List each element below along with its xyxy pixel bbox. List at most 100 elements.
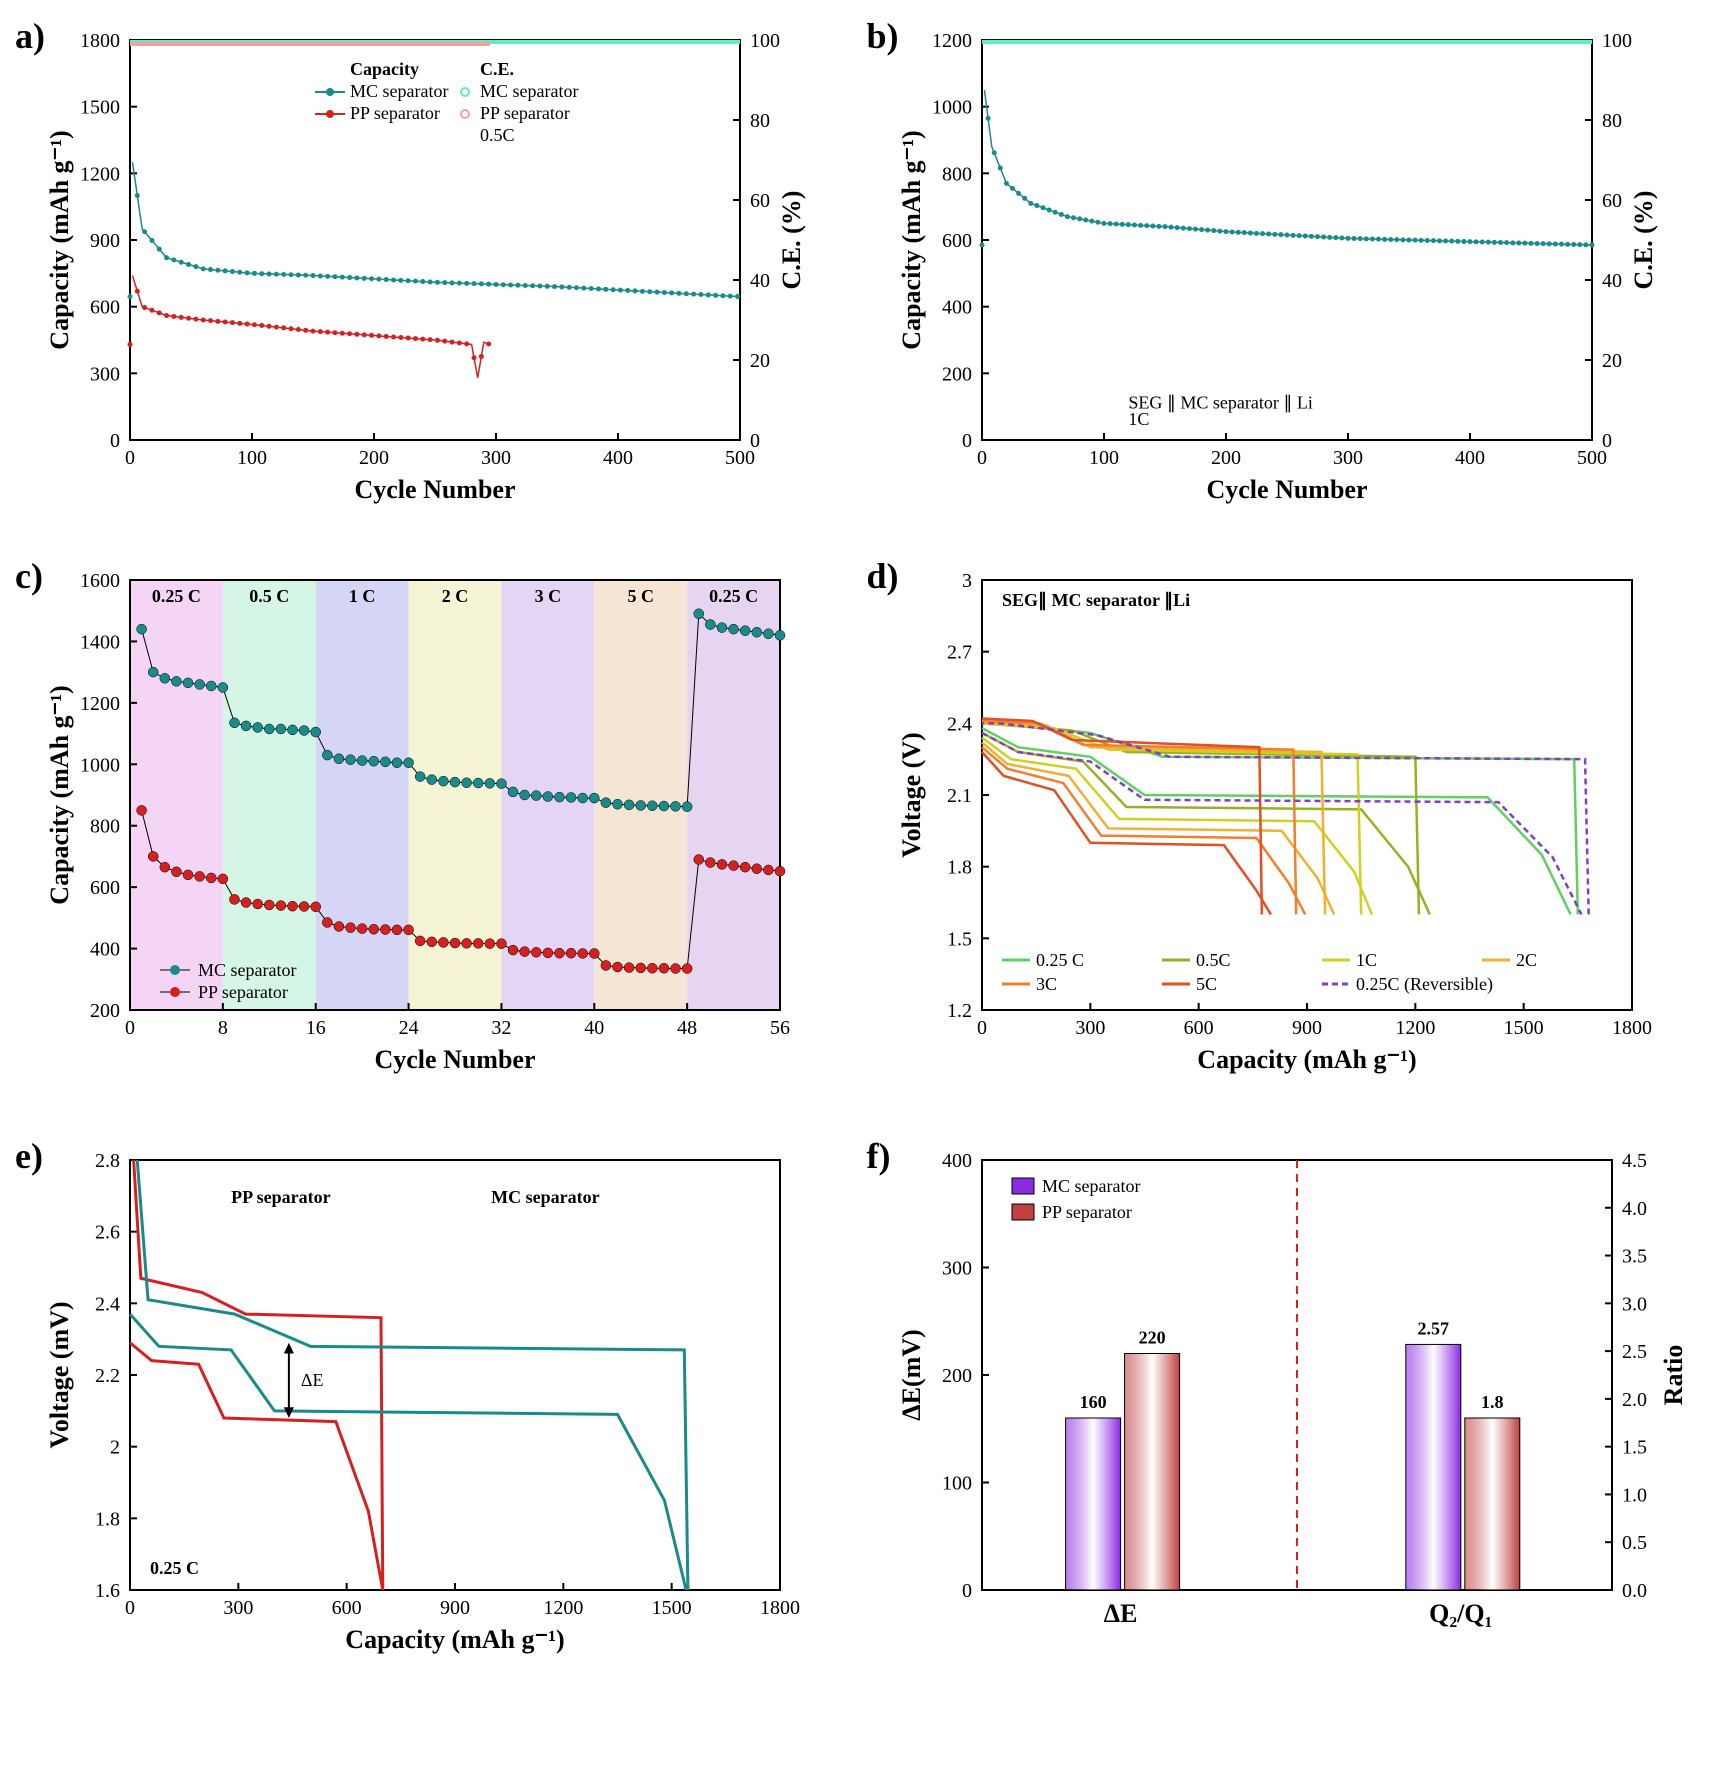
chart-a: 0100200300400500030060090012001500180002… [20,20,840,520]
svg-text:Cycle Number: Cycle Number [354,475,515,504]
svg-text:3 C: 3 C [535,586,562,606]
svg-text:100: 100 [1602,30,1632,52]
svg-text:2.6: 2.6 [95,1222,120,1244]
svg-text:48: 48 [677,1017,697,1039]
svg-text:0.5C: 0.5C [480,125,515,145]
svg-text:Capacity (mAh g⁻¹): Capacity (mAh g⁻¹) [897,130,926,349]
svg-text:300: 300 [481,447,511,469]
svg-text:2.2: 2.2 [95,1365,120,1387]
svg-text:1200: 1200 [543,1597,583,1619]
svg-text:20: 20 [1602,350,1622,372]
svg-text:400: 400 [942,297,972,319]
svg-text:0: 0 [977,1017,987,1039]
svg-text:ΔE(mV): ΔE(mV) [897,1329,926,1420]
svg-text:PP separator: PP separator [1042,1202,1132,1222]
svg-text:1.6: 1.6 [95,1580,120,1602]
svg-text:900: 900 [440,1597,470,1619]
svg-text:MC separator: MC separator [480,81,578,101]
svg-text:60: 60 [1602,190,1622,212]
svg-text:100: 100 [237,447,267,469]
panel-c-label: c) [15,555,43,597]
svg-text:1500: 1500 [1503,1017,1543,1039]
svg-text:4.0: 4.0 [1622,1198,1647,1220]
svg-text:1.8: 1.8 [1481,1392,1504,1412]
svg-text:Voltage (mV): Voltage (mV) [45,1301,74,1448]
svg-text:0.25 C: 0.25 C [709,586,758,606]
svg-text:0: 0 [750,430,760,452]
svg-text:C.E. (%): C.E. (%) [1629,191,1658,290]
svg-text:1600: 1600 [80,570,120,592]
svg-text:1200: 1200 [80,693,120,715]
svg-text:1000: 1000 [932,97,972,119]
svg-text:800: 800 [942,163,972,185]
svg-text:2.1: 2.1 [947,785,972,807]
svg-text:1500: 1500 [652,1597,692,1619]
svg-text:2C: 2C [1516,950,1537,970]
svg-text:0: 0 [962,430,972,452]
svg-text:C.E. (%): C.E. (%) [777,191,806,290]
svg-text:300: 300 [1075,1017,1105,1039]
svg-text:1800: 1800 [760,1597,800,1619]
svg-text:MC separator: MC separator [491,1187,599,1207]
chart-e: 03006009001200150018001.61.822.22.42.62.… [20,1140,840,1680]
svg-text:900: 900 [90,230,120,252]
svg-text:PP separator: PP separator [198,982,288,1002]
svg-text:300: 300 [942,1258,972,1280]
svg-text:ΔE: ΔE [301,1370,324,1390]
svg-text:1800: 1800 [80,30,120,52]
svg-text:0: 0 [962,1580,972,1602]
svg-text:1 C: 1 C [349,586,376,606]
svg-text:1000: 1000 [80,754,120,776]
chart-b: 0100200300400500020040060080010001200020… [872,20,1692,520]
svg-text:100: 100 [942,1473,972,1495]
svg-text:1200: 1200 [932,30,972,52]
chart-c: 0.25 C0.5 C1 C2 C3 C5 C0.25 C08162432404… [20,560,840,1100]
figure-grid: a) 0100200300400500030060090012001500180… [0,0,1713,1700]
svg-text:2 C: 2 C [442,586,469,606]
svg-text:2.4: 2.4 [947,713,972,735]
svg-text:0: 0 [977,447,987,469]
svg-text:2: 2 [110,1437,120,1459]
svg-text:Capacity (mAh g⁻¹): Capacity (mAh g⁻¹) [45,130,74,349]
panel-e: e) 03006009001200150018001.61.822.22.42.… [20,1140,842,1680]
svg-text:1500: 1500 [80,97,120,119]
svg-text:800: 800 [90,816,120,838]
svg-text:0.5 C: 0.5 C [249,586,289,606]
svg-text:MC separator: MC separator [1042,1176,1140,1196]
svg-text:400: 400 [90,939,120,961]
svg-text:2.57: 2.57 [1417,1318,1449,1338]
svg-text:100: 100 [1089,447,1119,469]
svg-text:600: 600 [90,877,120,899]
svg-text:80: 80 [750,110,770,132]
svg-text:8: 8 [218,1017,228,1039]
svg-text:5C: 5C [1196,974,1217,994]
svg-text:1C: 1C [1356,950,1377,970]
svg-text:C.E.: C.E. [480,59,514,79]
chart-d: 03006009001200150018001.21.51.82.12.42.7… [872,560,1692,1100]
svg-text:400: 400 [603,447,633,469]
panel-b-label: b) [867,15,899,57]
svg-text:0.25 C: 0.25 C [1036,950,1084,970]
svg-text:1C: 1C [1128,409,1149,429]
svg-text:200: 200 [90,1000,120,1022]
svg-text:20: 20 [750,350,770,372]
svg-text:0.25 C: 0.25 C [150,1558,199,1578]
svg-text:0.25C (Reversible): 0.25C (Reversible) [1356,974,1493,995]
svg-text:Cycle Number: Cycle Number [1206,475,1367,504]
svg-text:1200: 1200 [80,163,120,185]
svg-text:0.5C: 0.5C [1196,950,1231,970]
svg-text:1.8: 1.8 [947,857,972,879]
svg-text:MC separator: MC separator [350,81,448,101]
svg-text:Q₂/Q₁: Q₂/Q₁ [1429,1599,1492,1628]
svg-text:1.5: 1.5 [1622,1437,1647,1459]
svg-text:200: 200 [942,363,972,385]
svg-text:1.5: 1.5 [947,928,972,950]
svg-text:Ratio: Ratio [1659,1345,1688,1406]
svg-text:160: 160 [1079,1392,1106,1412]
svg-text:0.25 C: 0.25 C [152,586,201,606]
svg-text:Capacity (mAh g⁻¹): Capacity (mAh g⁻¹) [345,1625,564,1654]
svg-text:SEG ∥ MC separator ∥ Li: SEG ∥ MC separator ∥ Li [1128,392,1312,412]
svg-text:Capacity (mAh g⁻¹): Capacity (mAh g⁻¹) [45,685,74,904]
panel-c: c) 0.25 C0.5 C1 C2 C3 C5 C0.25 C08162432… [20,560,842,1100]
svg-text:0.5: 0.5 [1622,1532,1647,1554]
